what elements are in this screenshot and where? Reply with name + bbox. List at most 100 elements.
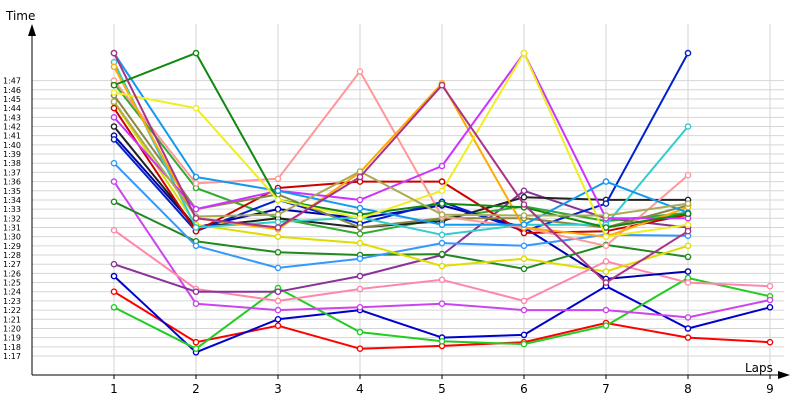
data-point	[684, 171, 692, 179]
x-tick-label: 7	[602, 382, 610, 396]
data-point	[274, 248, 282, 256]
series-5	[110, 226, 774, 305]
data-point	[602, 178, 610, 185]
data-point	[192, 338, 200, 346]
y-tick-label: 1:26	[3, 269, 21, 278]
data-point	[110, 226, 118, 234]
data-point	[356, 285, 364, 293]
x-tick-label: 5	[438, 382, 446, 396]
series-layer	[110, 49, 774, 356]
data-point	[356, 239, 364, 247]
data-point	[274, 175, 282, 183]
data-point	[110, 178, 118, 185]
y-tick-label: 1:40	[3, 141, 21, 150]
data-point	[110, 49, 118, 57]
data-point	[110, 303, 118, 311]
y-tick-label: 1:31	[3, 223, 21, 232]
y-tick-label: 1:23	[3, 297, 21, 306]
data-point	[110, 260, 118, 268]
x-tick-label: 6	[520, 382, 528, 396]
series-line	[113, 189, 689, 293]
data-point	[110, 123, 118, 130]
data-point	[274, 233, 282, 240]
y-tick-label: 1:36	[3, 178, 21, 187]
data-point	[110, 272, 118, 280]
data-point	[274, 211, 282, 218]
y-tick-label: 1:46	[3, 86, 21, 95]
data-point	[766, 338, 774, 346]
series-line	[113, 101, 689, 218]
data-point	[356, 68, 364, 75]
data-point	[438, 200, 446, 207]
data-point	[766, 303, 774, 311]
series-line	[113, 162, 689, 269]
data-point	[274, 218, 282, 226]
data-point	[684, 253, 692, 261]
grid	[32, 24, 784, 379]
data-point	[438, 231, 446, 239]
x-tick-label: 8	[684, 382, 692, 396]
data-point	[520, 221, 528, 228]
y-tick-label: 1:35	[3, 187, 21, 196]
series-22	[110, 49, 692, 240]
y-tick-label: 1:21	[3, 315, 21, 324]
data-point	[192, 214, 200, 222]
data-point	[192, 205, 200, 213]
y-tick-label: 1:47	[3, 77, 21, 86]
x-tick-label: 4	[356, 382, 364, 396]
data-point	[192, 49, 200, 57]
data-point	[520, 187, 528, 195]
data-point	[192, 180, 200, 187]
data-point	[438, 262, 446, 270]
data-point	[520, 229, 528, 237]
y-tick-label: 1:20	[3, 324, 21, 333]
y-tick-label: 1:25	[3, 279, 21, 288]
y-tick-label: 1:32	[3, 214, 21, 223]
data-point	[438, 162, 446, 170]
data-point	[438, 178, 446, 185]
data-point	[684, 314, 692, 321]
data-point	[274, 288, 282, 296]
data-point	[520, 297, 528, 305]
data-point	[110, 89, 118, 96]
data-point	[110, 114, 118, 121]
data-point	[602, 279, 610, 286]
data-point	[356, 168, 364, 175]
data-point	[684, 334, 692, 341]
y-tick-label: 1:34	[3, 196, 21, 205]
data-point	[356, 345, 364, 353]
data-point	[110, 136, 118, 143]
data-point	[520, 331, 528, 339]
y-tick-label: 1:18	[3, 343, 21, 352]
data-point	[602, 306, 610, 314]
data-point	[520, 49, 528, 57]
data-point	[110, 104, 118, 112]
data-point	[438, 221, 446, 228]
data-point	[192, 104, 200, 112]
data-point	[684, 325, 692, 332]
data-point	[110, 159, 118, 167]
data-point	[520, 212, 528, 219]
data-point	[356, 328, 364, 336]
series-line	[113, 70, 689, 247]
data-point	[274, 264, 282, 272]
data-point	[438, 211, 446, 218]
data-point	[356, 204, 364, 212]
data-point	[520, 306, 528, 314]
data-point	[438, 81, 446, 89]
y-tick-label: 1:41	[3, 132, 21, 141]
x-axis-label: Laps	[745, 361, 773, 375]
y-tick-label: 1:44	[3, 104, 21, 113]
data-point	[274, 196, 282, 204]
tick-labels: 1:171:181:191:201:211:221:231:241:251:26…	[3, 77, 774, 396]
data-point	[438, 187, 446, 195]
data-point	[438, 276, 446, 284]
y-axis-arrow	[28, 24, 36, 36]
data-point	[192, 173, 200, 181]
data-point	[110, 288, 118, 296]
data-point	[602, 200, 610, 207]
data-point	[520, 340, 528, 348]
data-point	[766, 296, 774, 304]
data-point	[520, 242, 528, 250]
